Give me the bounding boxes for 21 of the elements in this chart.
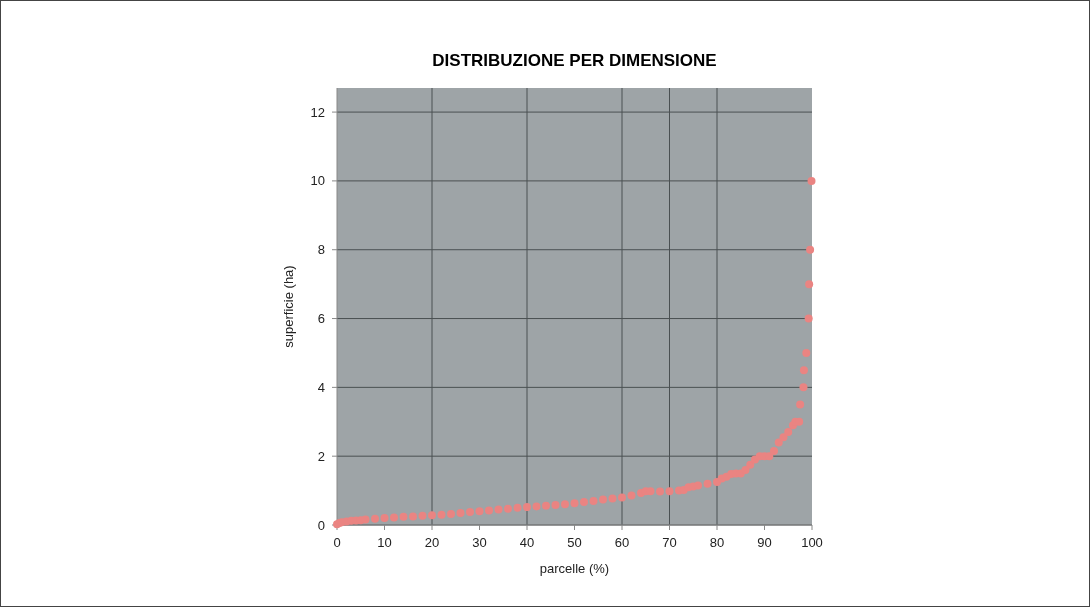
x-tick-label: 40 <box>519 535 535 550</box>
y-tick-label: 12 <box>310 104 325 120</box>
x-tick-label: 10 <box>377 535 392 550</box>
y-tick-label: 6 <box>317 311 325 327</box>
y-tick-label: 10 <box>310 173 325 189</box>
y-tick-label: 2 <box>317 448 325 464</box>
x-tick-label: 50 <box>567 535 582 550</box>
y-axis-title: superficie (ha) <box>281 265 296 348</box>
y-tick-label: 8 <box>317 242 325 258</box>
x-tick-label: 80 <box>709 535 725 550</box>
x-tick-label: 0 <box>333 535 341 550</box>
x-tick-label: 60 <box>614 535 630 550</box>
x-tick-label: 20 <box>424 535 440 550</box>
chart-title: DISTRIBUZIONE PER DIMENSIONE <box>432 51 717 70</box>
x-tick-label: 30 <box>472 535 487 550</box>
x-axis-title: parcelle (%) <box>539 561 610 576</box>
y-tick-label: 0 <box>317 517 325 533</box>
y-tick-label: 4 <box>317 379 325 395</box>
x-tick-label: 100 <box>801 535 823 550</box>
x-tick-label: 90 <box>757 535 772 550</box>
x-tick-label: 70 <box>662 535 677 550</box>
